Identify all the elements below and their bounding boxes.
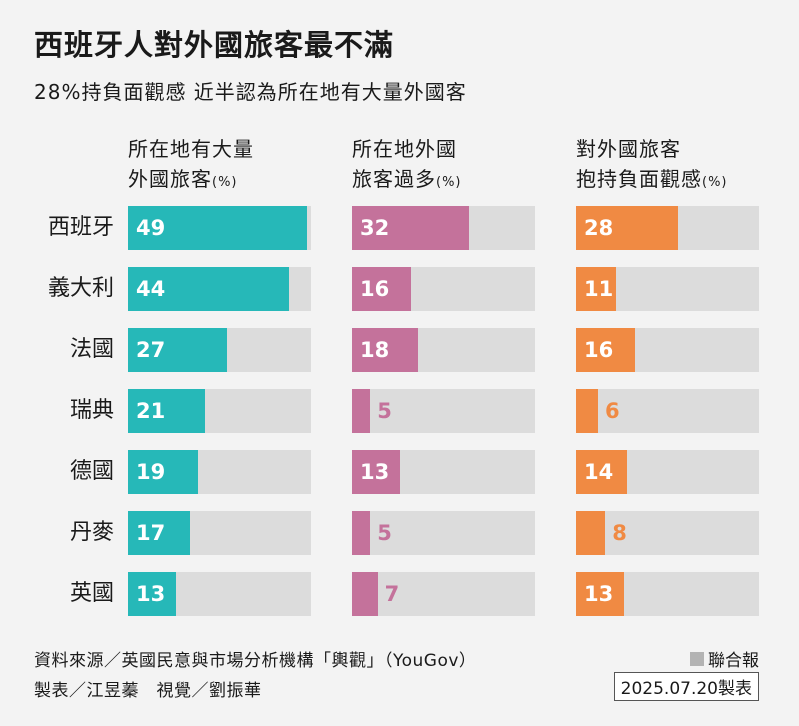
- column-header-2: 所在地外國旅客過多(%): [352, 134, 462, 198]
- bar: [576, 328, 635, 372]
- bar: [352, 511, 371, 555]
- bar-track: 14: [576, 450, 759, 494]
- category-label: 德國: [69, 459, 114, 484]
- bar: [128, 511, 191, 555]
- bar: [128, 267, 290, 311]
- column-header-3: 對外國旅客抱持負面觀感(%): [576, 134, 728, 198]
- data-label: 49: [136, 216, 166, 240]
- source-note: 資料來源／英國民意與市場分析機構「輿觀」（YouGov）: [34, 651, 477, 671]
- credits-note: 製表／江昱蓁 視覺／劉振華: [34, 681, 262, 701]
- bar-track: 17: [128, 511, 311, 555]
- bar: [576, 389, 598, 433]
- chart-title: 西班牙人對外國旅客最不滿: [34, 28, 395, 62]
- bar: [576, 511, 606, 555]
- bar-track: 7: [352, 572, 535, 616]
- data-label: 5: [377, 521, 392, 545]
- bar-track: 21: [128, 389, 311, 433]
- data-label: 32: [360, 216, 390, 240]
- unit-label: (%): [212, 175, 238, 190]
- data-label: 8: [612, 521, 627, 545]
- data-label: 19: [136, 460, 166, 484]
- category-label: 義大利: [47, 276, 114, 301]
- bar: [128, 450, 198, 494]
- category-label: 英國: [69, 581, 114, 606]
- bar-track: 16: [576, 328, 759, 372]
- chart-subtitle: 28%持負面觀感 近半認為所在地有大量外國客: [34, 80, 467, 104]
- bar: [352, 328, 418, 372]
- bar: [128, 572, 176, 616]
- data-label: 6: [604, 399, 620, 423]
- bar-track: 13: [576, 572, 759, 616]
- bar: [352, 389, 371, 433]
- bar: [576, 206, 679, 250]
- category-label: 西班牙: [47, 215, 114, 240]
- bar: [128, 389, 205, 433]
- bar-track: 32: [352, 206, 535, 250]
- data-label: 13: [360, 460, 390, 484]
- bar-track: 8: [576, 511, 759, 555]
- bar-track: 13: [128, 572, 311, 616]
- bar-track: 28: [576, 206, 759, 250]
- data-label: 13: [136, 582, 166, 606]
- bar-track: 44: [128, 267, 311, 311]
- bar: [128, 328, 227, 372]
- category-label: 法國: [69, 337, 114, 362]
- data-label: 28: [584, 216, 614, 240]
- bar: [128, 206, 308, 250]
- data-label: 11: [584, 277, 614, 301]
- bar-track: 5: [352, 389, 535, 433]
- column-header-line1: 對外國旅客: [576, 137, 681, 161]
- bar: [352, 267, 411, 311]
- data-label: 21: [136, 399, 166, 423]
- data-label: 44: [136, 277, 166, 301]
- data-label: 27: [136, 338, 166, 362]
- brand-logo: 聯合報: [690, 646, 759, 671]
- brand-name: 聯合報: [708, 651, 759, 671]
- category-label: 瑞典: [69, 398, 114, 423]
- data-label: 16: [360, 277, 390, 301]
- data-label: 5: [377, 399, 392, 423]
- bar: [352, 572, 378, 616]
- brand-square-icon: [690, 651, 704, 666]
- bar: [352, 206, 470, 250]
- bar-track: 27: [128, 328, 311, 372]
- data-label: 18: [360, 338, 390, 362]
- unit-label: (%): [702, 175, 728, 190]
- column-header-line1: 所在地有大量: [128, 137, 254, 161]
- bar: [352, 450, 400, 494]
- bar-track: 16: [352, 267, 535, 311]
- data-label: 16: [584, 338, 614, 362]
- bar-track: 6: [576, 389, 759, 433]
- category-label: 丹麥: [69, 520, 114, 545]
- bar: [576, 267, 617, 311]
- bar-track: 5: [352, 511, 535, 555]
- unit-label: (%): [436, 175, 462, 190]
- bar-track: 49: [128, 206, 311, 250]
- bar-track: 18: [352, 328, 535, 372]
- column-header-line2: 旅客過多(%): [352, 167, 462, 191]
- data-label: 13: [584, 582, 614, 606]
- column-header-line2: 外國旅客(%): [128, 167, 238, 191]
- date-stamp: 2025.07.20製表: [613, 672, 759, 701]
- bar-track: 11: [576, 267, 759, 311]
- data-label: 14: [584, 460, 614, 484]
- bar-track: 19: [128, 450, 311, 494]
- data-label: 7: [384, 582, 400, 606]
- column-header-line2: 抱持負面觀感(%): [576, 167, 728, 191]
- bar: [576, 572, 624, 616]
- column-header-line1: 所在地外國: [352, 137, 457, 161]
- data-label: 17: [136, 521, 166, 545]
- bar-track: 13: [352, 450, 535, 494]
- bar: [576, 450, 628, 494]
- column-header-1: 所在地有大量 外國旅客(%): [128, 134, 254, 198]
